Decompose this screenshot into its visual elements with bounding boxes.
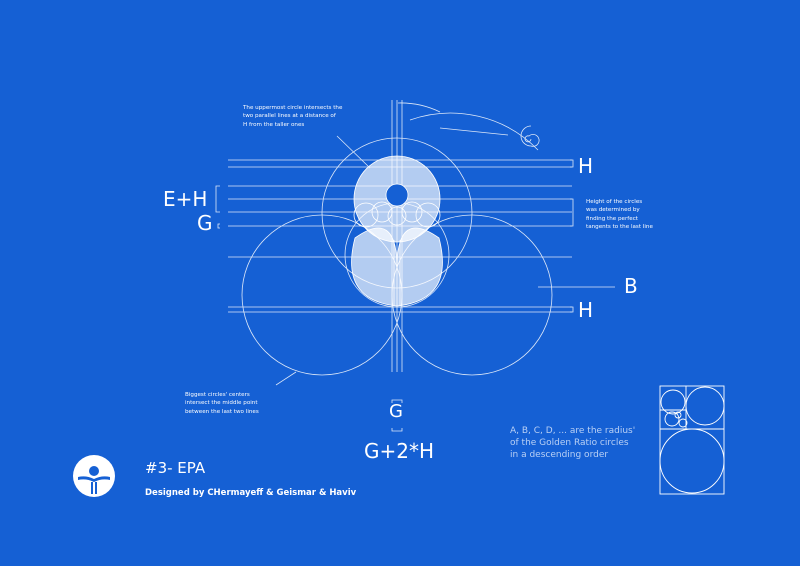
note-left-line: intersect the middle point [185,400,258,407]
page-title: #3- EPA [145,459,206,477]
label-h-bottom: H [578,298,594,322]
epa-small-circle-left [371,201,393,223]
bracket-right [570,198,574,227]
golden-circle-a [659,428,725,494]
epa-small-circle-outer-left [353,202,379,228]
golden-circle-f [674,411,682,419]
golden-ratio-note: A, B, C, D, ... are the radius' of the G… [510,425,635,461]
bracket-eh [215,185,220,213]
epa-stem [393,240,401,306]
note-circle-height: Height of the circles was determined by … [586,198,653,232]
spiral-pointer [439,127,509,136]
label-b: B [624,274,638,298]
golden-circle-b [685,386,725,426]
spiral-icon [520,125,540,147]
label-h-top: H [578,154,594,178]
golden-circle-e [678,418,688,428]
golden-ratio-box [659,385,725,495]
leader-left [275,371,297,386]
note-top-line: two parallel lines at a distance of [243,113,336,120]
epa-small-circle-right [401,201,423,223]
bracket-h-top [570,159,574,168]
note-top-circle: The uppermost circle intersects the two … [243,104,342,129]
note-biggest-circles: Biggest circles' centers intersect the m… [185,391,259,416]
label-g-left: G [197,211,213,235]
label-g-plus-2h: G+2*H [364,439,435,463]
note-left-line: between the last two lines [185,408,259,415]
ratio-note-line: of the Golden Ratio circles [510,438,629,449]
bracket-g-bottom [391,399,403,403]
bracket-g [217,223,220,229]
note-right-line: Height of the circles [586,199,643,205]
label-g-bottom: G [389,401,403,422]
note-right-line: was determined by [586,207,640,214]
ratio-note-line: A, B, C, D, ... are the radius' [510,426,636,436]
golden-circle-d [664,411,680,427]
leader-top [336,135,371,169]
ratio-note-line: in a descending order [510,450,609,461]
label-e-plus-h: E+H [163,187,208,211]
epa-inner-hole [385,183,409,207]
designer-credit: Designed by CHermayeff & Geismar & Haviv [145,488,357,498]
bracket-g2h [391,428,403,432]
spiral-arc-2 [397,102,441,113]
note-top-line: H from the taller ones [243,121,305,128]
epa-small-circle-outer-right [415,202,441,228]
note-right-line: tangents to the last line [586,224,653,231]
epa-small-circle-center [387,206,407,226]
epa-logo [73,455,115,497]
note-right-line: finding the perfect [586,215,638,222]
note-top-line: The uppermost circle intersects the [243,105,343,111]
golden-circle-c [660,389,686,415]
bracket-h-bottom [570,306,574,313]
note-left-line: Biggest circles' centers [185,392,250,398]
